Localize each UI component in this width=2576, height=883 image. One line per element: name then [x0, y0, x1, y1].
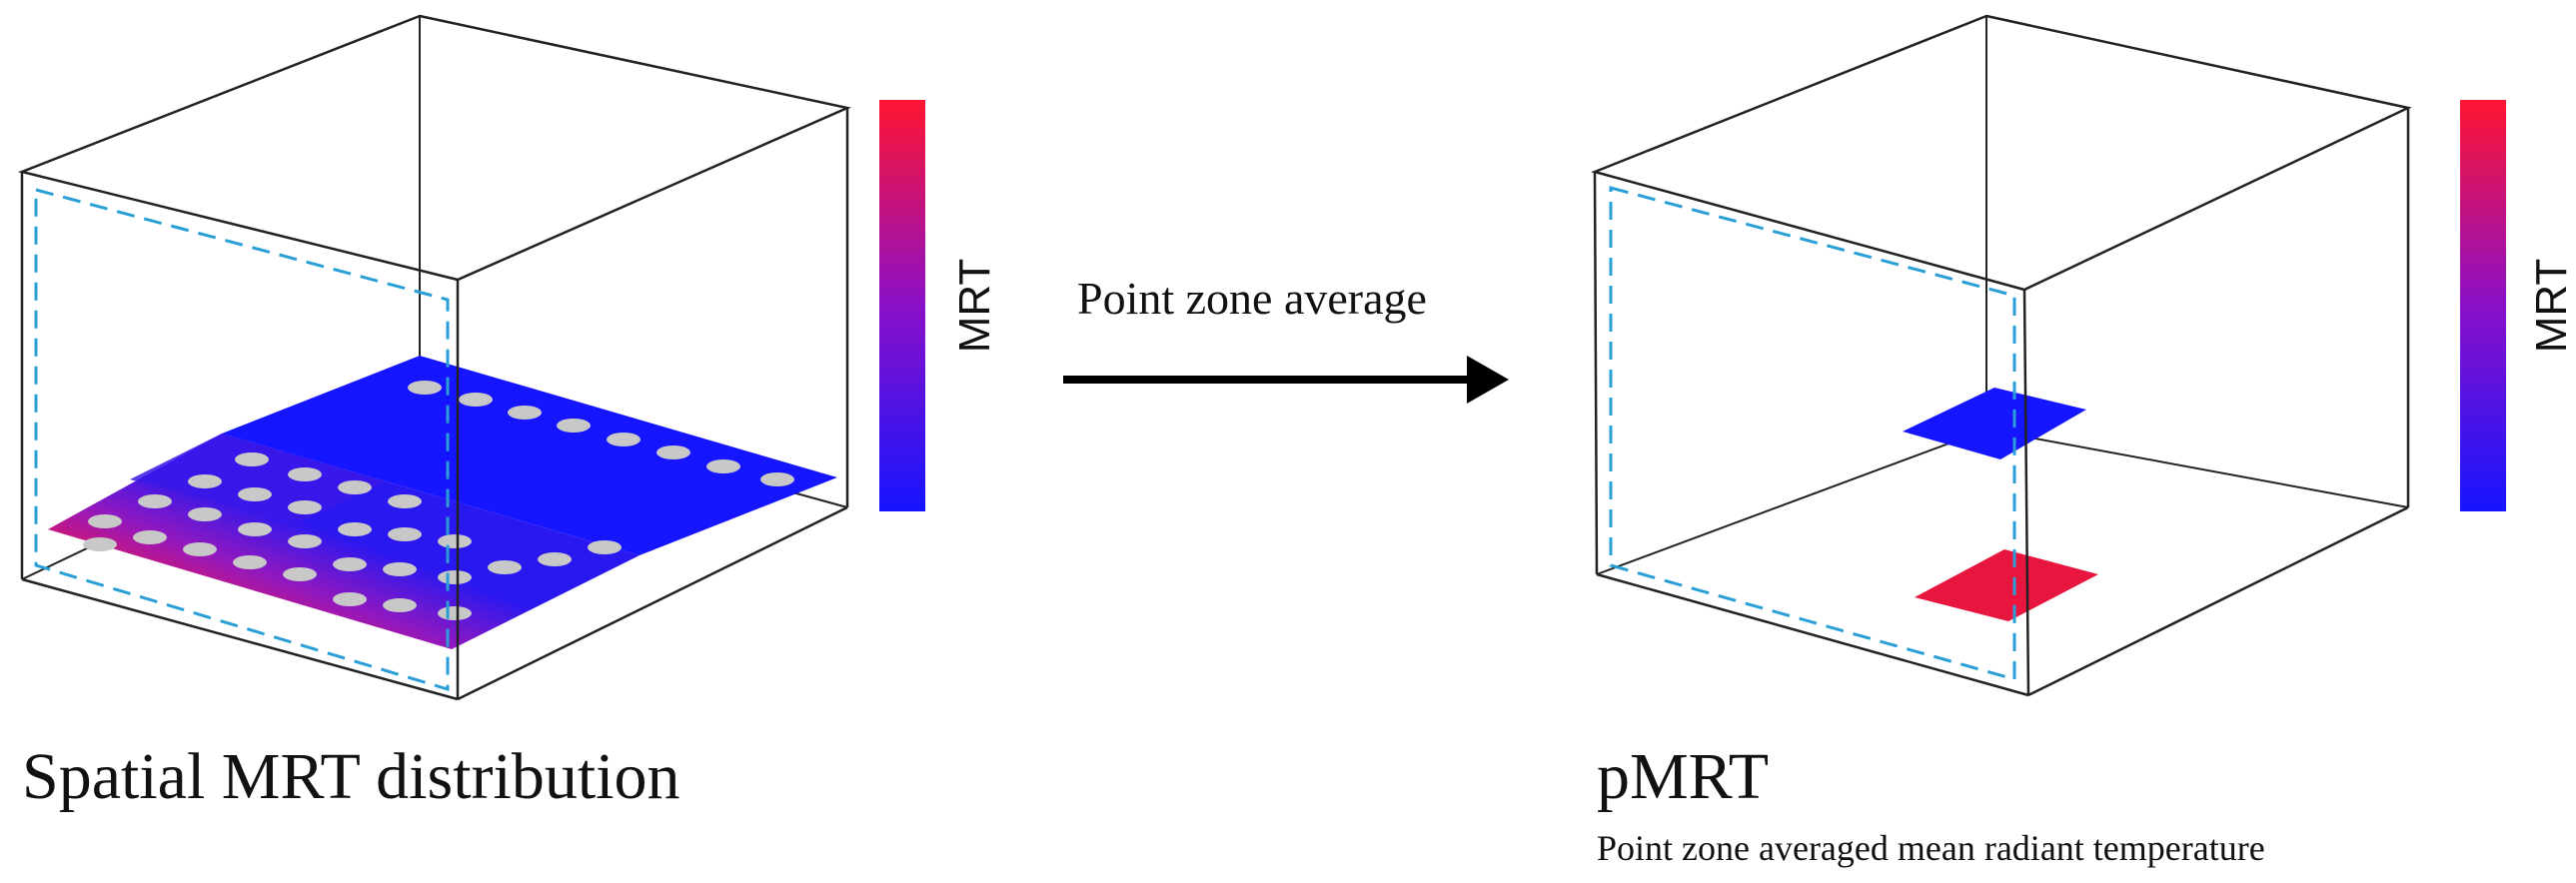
sensor-point	[83, 537, 117, 551]
pmrt-zone-hot	[1915, 549, 2098, 621]
left-colorbar-label: MRT	[950, 259, 999, 354]
sensor-point	[133, 530, 167, 544]
sensor-point	[388, 494, 422, 508]
left-box-front-edges	[17, 14, 852, 701]
sensor-point	[333, 557, 367, 571]
sensor-point	[408, 381, 442, 395]
sensor-point	[607, 433, 641, 446]
sensor-point	[88, 514, 122, 528]
left-dashed-outline	[34, 188, 450, 692]
left-slab-cold-region	[222, 356, 837, 555]
sensor-point	[438, 570, 472, 584]
left-slab-warm-upper	[130, 434, 386, 523]
sensor-point	[188, 507, 222, 521]
right-colorbar	[2460, 100, 2506, 511]
sensor-point	[706, 459, 740, 473]
sensor-point	[288, 534, 322, 548]
right-colorbar-label: MRT	[2527, 259, 2576, 354]
sensor-point	[459, 393, 493, 407]
sensor-point	[760, 472, 794, 486]
sensor-point	[183, 542, 217, 556]
sensor-point	[188, 474, 222, 488]
sensor-point	[488, 560, 522, 574]
sensor-point	[383, 598, 417, 612]
sensor-point	[288, 467, 322, 481]
sensor-point	[538, 552, 572, 566]
right-box-front-edges	[1591, 14, 2412, 697]
sensor-point	[333, 592, 367, 606]
left-panel: MRT	[17, 14, 999, 701]
right-box-back-edges	[1596, 16, 2409, 575]
sensor-point	[656, 445, 690, 459]
right-panel-caption-title: pMRT	[1597, 740, 1770, 813]
sensor-point	[238, 487, 272, 501]
sensor-point	[138, 494, 172, 508]
arrow-label: Point zone average	[1077, 273, 1427, 324]
process-arrow	[1063, 356, 1509, 404]
sensor-point	[283, 567, 317, 581]
left-sensor-grid	[83, 381, 794, 620]
pmrt-zone-cold	[1903, 388, 2086, 459]
sensor-point	[233, 555, 267, 569]
sensor-point	[338, 522, 372, 536]
sensor-point	[438, 606, 472, 620]
right-panel: MRT	[1591, 14, 2576, 697]
sensor-point	[383, 562, 417, 576]
sensor-point	[557, 419, 591, 433]
sensor-point	[588, 540, 622, 554]
left-panel-caption: Spatial MRT distribution	[22, 740, 680, 813]
sensor-point	[338, 480, 372, 494]
left-colorbar	[879, 100, 925, 511]
sensor-point	[438, 534, 472, 548]
sensor-point	[388, 527, 422, 541]
sensor-point	[288, 500, 322, 514]
right-panel-caption-subtitle: Point zone averaged mean radiant tempera…	[1597, 828, 2265, 868]
sensor-point	[508, 406, 542, 420]
sensor-point	[235, 452, 269, 466]
right-dashed-outline	[1609, 186, 2016, 681]
sensor-point	[238, 522, 272, 536]
